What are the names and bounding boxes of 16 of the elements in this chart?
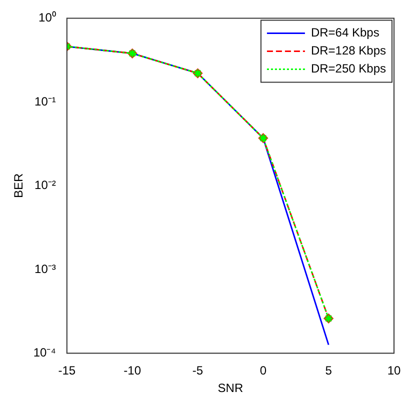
x-tick-label: 0 xyxy=(260,364,267,378)
x-tick-label: 10 xyxy=(387,364,401,378)
legend-label: DR=128 Kbps xyxy=(310,44,386,58)
x-tick-label: -15 xyxy=(58,364,76,378)
legend-label: DR=250 Kbps xyxy=(310,62,386,76)
x-tick-label: 5 xyxy=(325,364,332,378)
y-tick-label: 10⁰ xyxy=(38,10,56,25)
x-tick-label: -10 xyxy=(124,364,142,378)
y-tick-label: 10⁻⁴ xyxy=(33,346,56,360)
x-axis-title: SNR xyxy=(218,381,244,396)
y-axis-title: BER xyxy=(12,173,26,198)
x-tick-label: -5 xyxy=(192,364,204,378)
legend-label: DR=64 Kbps xyxy=(310,26,380,40)
y-tick-label: 10⁻² xyxy=(34,178,56,192)
y-tick-label: 10⁻¹ xyxy=(34,94,56,108)
y-tick-label: 10⁻³ xyxy=(34,262,56,276)
